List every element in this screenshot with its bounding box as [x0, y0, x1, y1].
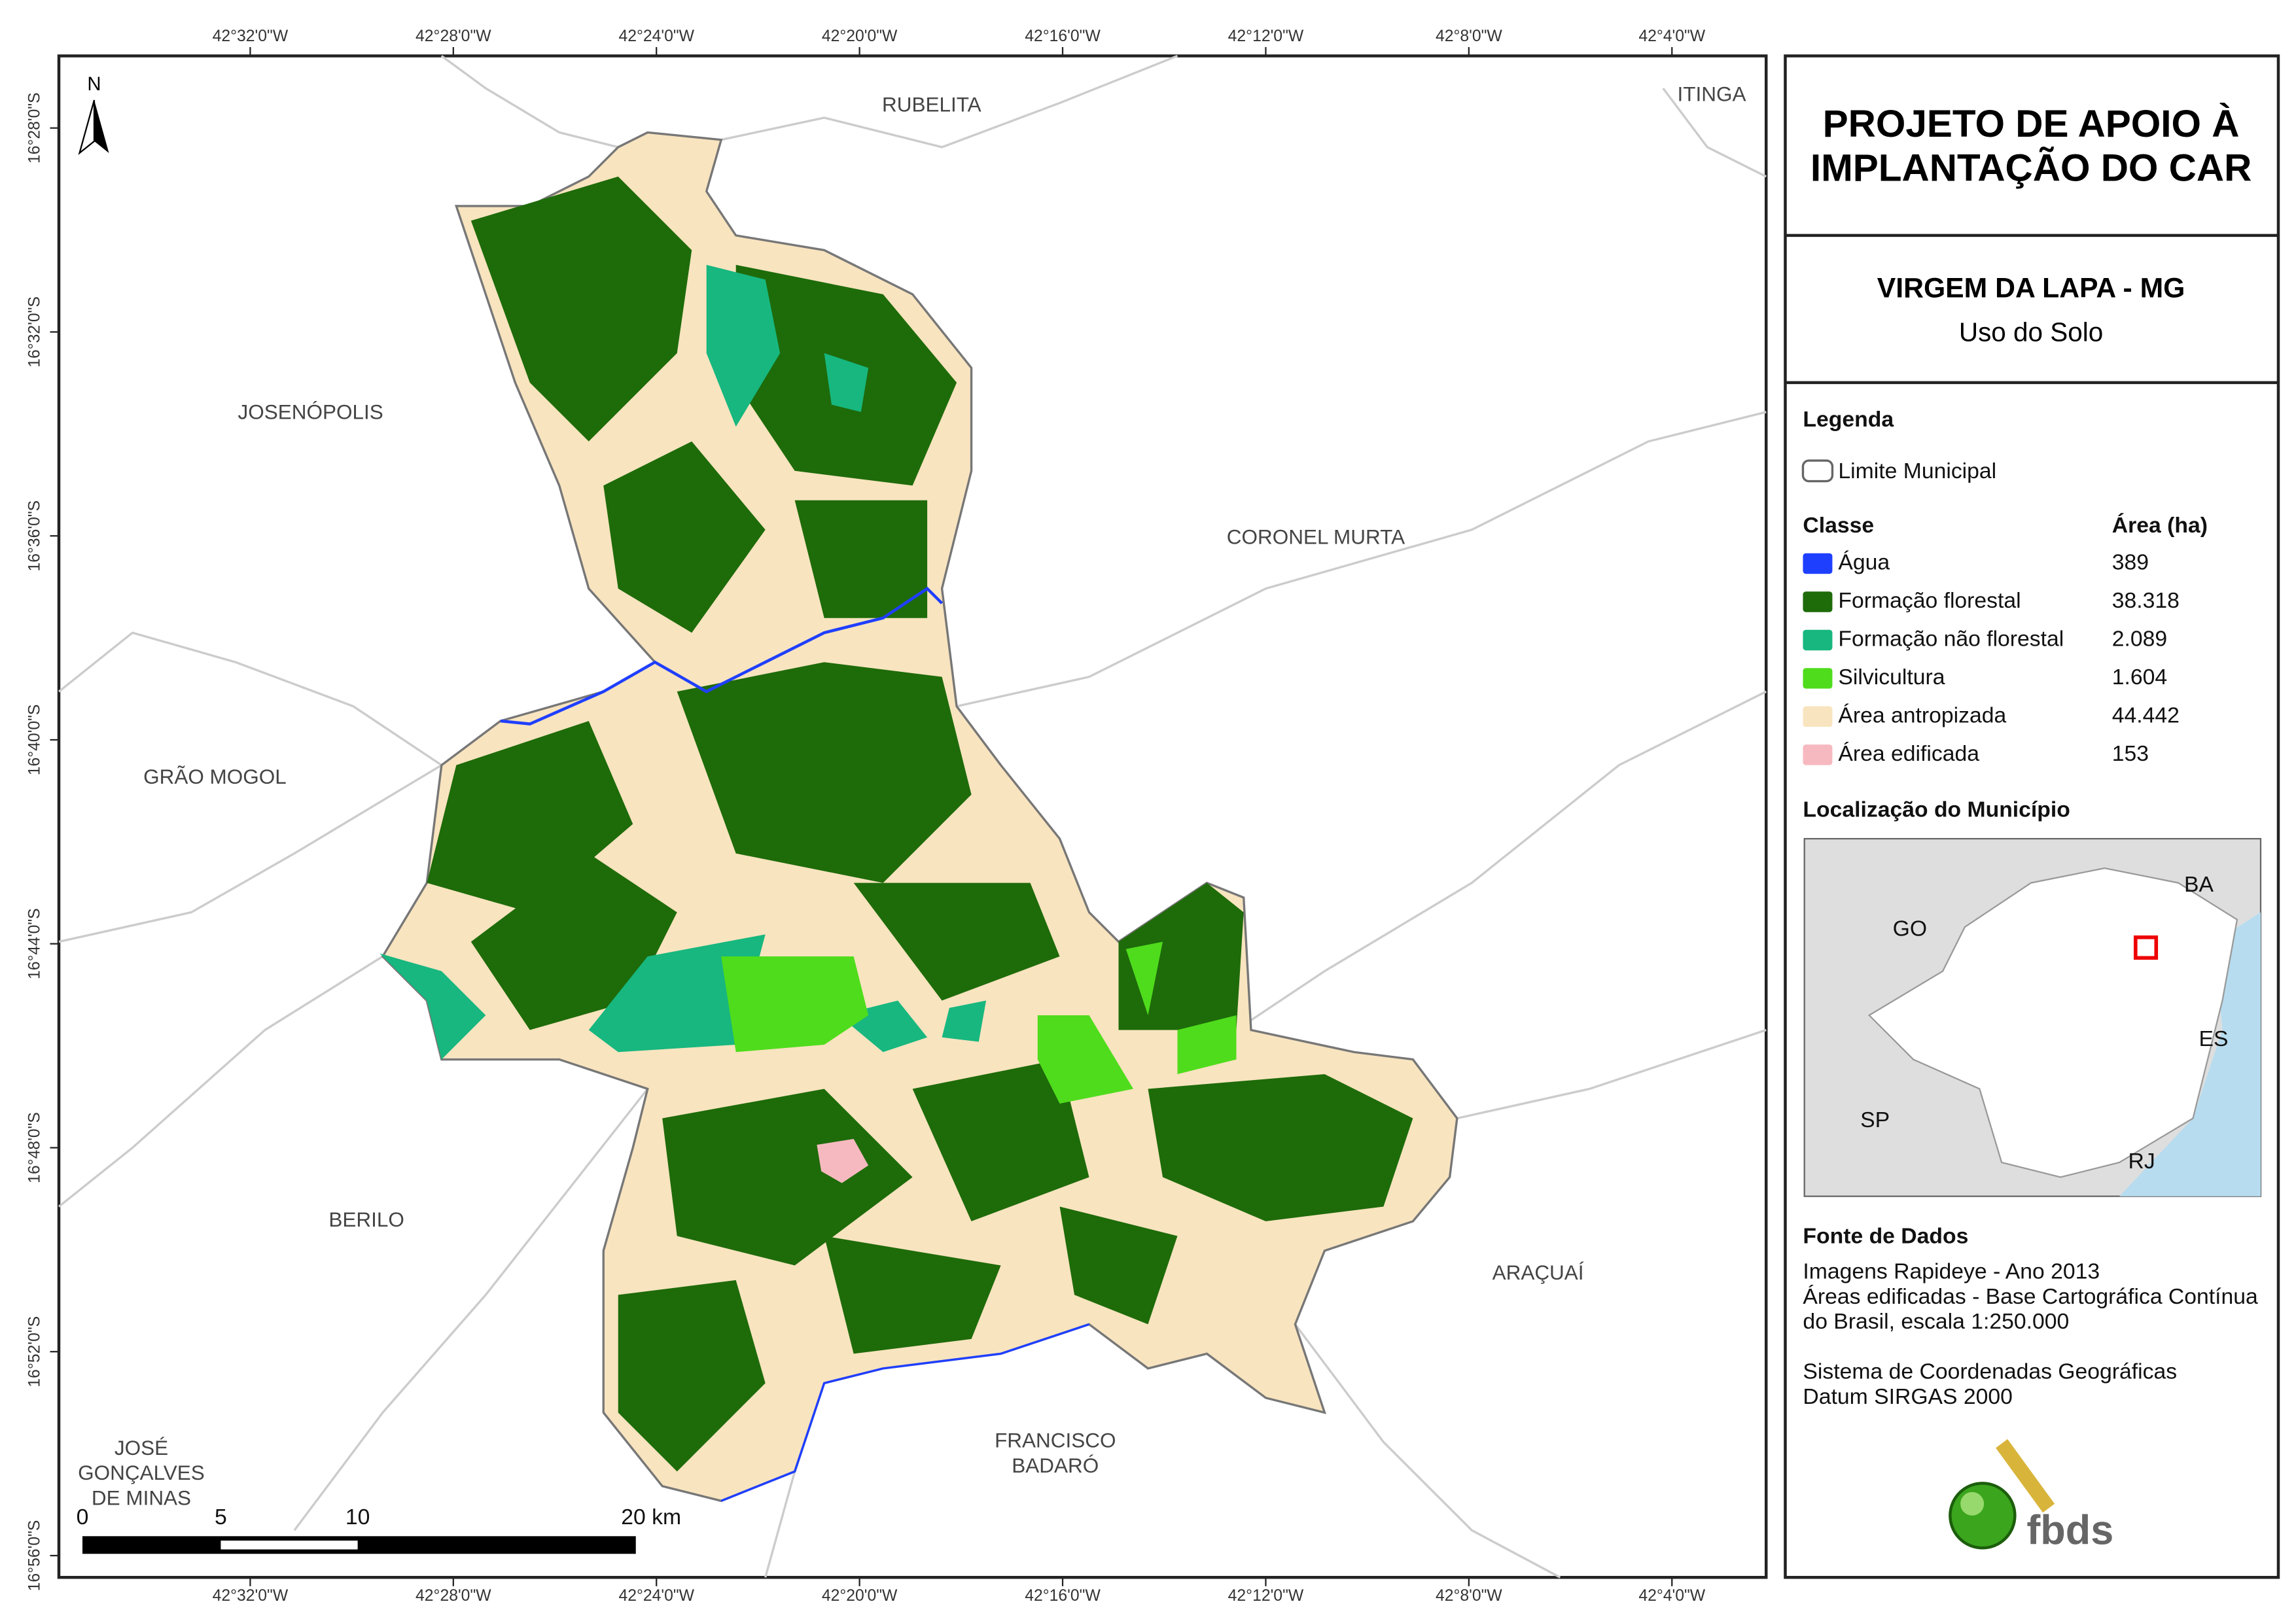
location-title: Localização do Município — [1803, 797, 2070, 822]
map-frame: N — [57, 54, 1768, 1579]
built-area — [817, 1138, 869, 1183]
scale-bar — [221, 1541, 358, 1550]
title-line: IMPLANTAÇÃO DO CAR — [1810, 146, 2252, 189]
longitude-label: 42°8'0"W — [1436, 1587, 1502, 1605]
latitude-label: 16°32'0"S — [26, 296, 44, 368]
latitude-label: 16°40'0"S — [26, 705, 44, 776]
neighbor-label: JOSENÓPOLIS — [238, 400, 383, 423]
latitude-label: 16°56'0"S — [26, 1520, 44, 1592]
neighbor-label: GONÇALVES — [78, 1461, 205, 1484]
scale-label: 0 — [77, 1505, 89, 1529]
neighbor-label: ITINGA — [1678, 82, 1746, 106]
scale-label: 5 — [215, 1505, 227, 1529]
legend-label: Formação florestal — [1838, 588, 2021, 613]
neighbor-label: JOSÉ — [115, 1436, 168, 1459]
legend-swatch — [1803, 553, 1833, 574]
neighbor-label: DE MINAS — [92, 1486, 191, 1509]
legend-area: 38.318 — [2112, 588, 2180, 613]
state-label: ES — [2199, 1026, 2229, 1051]
legend-area: 153 — [2112, 741, 2149, 766]
source-line: Áreas edificadas - Base Cartográfica Con… — [1803, 1284, 2258, 1309]
legend-label: Água — [1838, 550, 1890, 574]
longitude-label: 42°16'0"W — [1025, 27, 1101, 45]
neighbor-label: ARAÇUAÍ — [1492, 1261, 1584, 1284]
source-line: Sistema de Coordenadas Geográficas — [1803, 1359, 2177, 1384]
legend-label: Formação não florestal — [1838, 626, 2064, 651]
longitude-label: 42°20'0"W — [822, 1587, 898, 1605]
legend-label: Área edificada — [1838, 741, 1979, 766]
longitude-label: 42°24'0"W — [618, 27, 694, 45]
longitude-label: 42°24'0"W — [618, 1587, 694, 1605]
logo: fbds — [1949, 1439, 2113, 1553]
title-line: PROJETO DE APOIO À — [1823, 102, 2240, 145]
neighbor-label: RUBELITA — [882, 92, 981, 116]
longitude-label: 42°4'0"W — [1638, 27, 1705, 45]
source-line: Imagens Rapideye - Ano 2013 — [1803, 1259, 2100, 1284]
legend-swatch — [1803, 706, 1833, 727]
logo-text: fbds — [2026, 1507, 2113, 1553]
boundary-swatch — [1801, 459, 1834, 483]
longitude-label: 42°28'0"W — [415, 27, 491, 45]
latitude-label: 16°36'0"S — [26, 500, 44, 572]
info-panel: PROJETO DE APOIO À IMPLANTAÇÃO DO CAR VI… — [1784, 54, 2280, 1579]
legend-swatch — [1803, 629, 1833, 651]
boundary-label: Limite Municipal — [1838, 459, 1996, 483]
scale-label: 10 — [345, 1505, 370, 1529]
neighbor-label: GRÃO MOGOL — [143, 765, 287, 788]
scale-bar — [82, 1536, 636, 1554]
neighbor-label: FRANCISCO — [995, 1429, 1116, 1452]
legend-swatch — [1803, 591, 1833, 612]
legend-area: 44.442 — [2112, 703, 2180, 727]
legend-label: Área antropizada — [1838, 703, 2006, 727]
longitude-label: 42°20'0"W — [822, 27, 898, 45]
state-label: SP — [1860, 1108, 1890, 1132]
legend-swatch — [1803, 744, 1833, 765]
source-title: Fonte de Dados — [1803, 1224, 1968, 1249]
latitude-label: 16°28'0"S — [26, 92, 44, 164]
river — [720, 1323, 1090, 1502]
location-inset: GO BA ES SP RJ — [1803, 837, 2262, 1197]
legend-title: Legenda — [1803, 407, 1894, 432]
state-label: BA — [2184, 872, 2214, 897]
legend-area: 389 — [2112, 550, 2149, 574]
longitude-label: 42°12'0"W — [1228, 27, 1304, 45]
latitude-label: 16°48'0"S — [26, 1112, 44, 1183]
north-label: N — [87, 74, 101, 95]
neighbor-label: BERILO — [328, 1208, 404, 1231]
longitude-label: 42°16'0"W — [1025, 1587, 1101, 1605]
latitude-label: 16°52'0"S — [26, 1316, 44, 1387]
north-arrow: N — [78, 74, 109, 155]
municipality-name: VIRGEM DA LAPA - MG — [1877, 272, 2185, 304]
longitude-label: 42°32'0"W — [213, 27, 289, 45]
legend-area: 1.604 — [2112, 665, 2167, 689]
source-line: do Brasil, escala 1:250.000 — [1803, 1309, 2069, 1334]
state-label: GO — [1893, 916, 1927, 941]
longitude-label: 42°32'0"W — [213, 1587, 289, 1605]
class-header: Classe — [1803, 513, 1874, 538]
legend-area: 2.089 — [2112, 626, 2167, 651]
legend-label: Silvicultura — [1838, 665, 1945, 689]
neighbor-label: BADARÓ — [1012, 1454, 1099, 1477]
area-header: Área (ha) — [2112, 513, 2208, 538]
scale-label: 20 km — [621, 1505, 681, 1529]
latitude-label: 16°44'0"S — [26, 908, 44, 979]
longitude-label: 42°4'0"W — [1638, 1587, 1705, 1605]
longitude-label: 42°28'0"W — [415, 1587, 491, 1605]
longitude-label: 42°12'0"W — [1228, 1587, 1304, 1605]
silviculture-patches — [721, 941, 1237, 1104]
source-line: Datum SIRGAS 2000 — [1803, 1384, 2012, 1409]
longitude-label: 42°8'0"W — [1436, 27, 1502, 45]
legend-swatch — [1803, 668, 1833, 689]
subtitle: Uso do Solo — [1959, 317, 2103, 347]
state-label: RJ — [2128, 1149, 2155, 1174]
river — [500, 586, 944, 725]
neighbor-label: CORONEL MURTA — [1227, 525, 1405, 549]
